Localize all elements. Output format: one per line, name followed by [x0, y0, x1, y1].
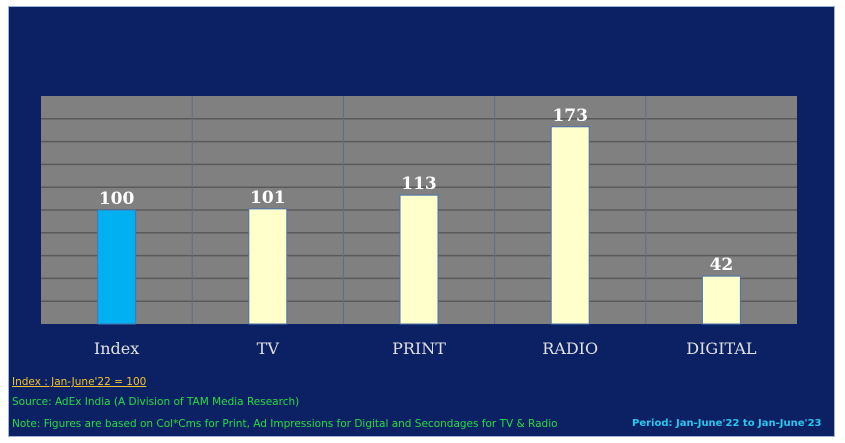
data-label: 101 — [250, 188, 286, 208]
x-tick-label: Index — [94, 339, 139, 358]
period-note: Period: Jan-June'22 to Jan-June'23 — [632, 418, 822, 429]
data-label: 42 — [710, 255, 734, 275]
x-tick-label: TV — [257, 339, 280, 358]
x-tick-label: PRINT — [392, 339, 446, 358]
bar-index — [97, 209, 137, 325]
bar-digital — [701, 275, 741, 325]
data-label: 100 — [99, 189, 135, 209]
bar-print — [399, 194, 439, 325]
footnote: Note: Figures are based on Col*Cms for P… — [12, 418, 558, 430]
bar-tv — [248, 208, 288, 325]
x-tick-label: DIGITAL — [686, 339, 757, 358]
x-tick-label: RADIO — [542, 339, 598, 358]
data-label: 113 — [401, 174, 437, 194]
data-label: 173 — [552, 106, 588, 126]
source-note: Source: AdEx India (A Division of TAM Me… — [12, 396, 300, 408]
bar-radio — [550, 126, 590, 325]
index-note: Index : Jan-June'22 = 100 — [12, 376, 147, 388]
